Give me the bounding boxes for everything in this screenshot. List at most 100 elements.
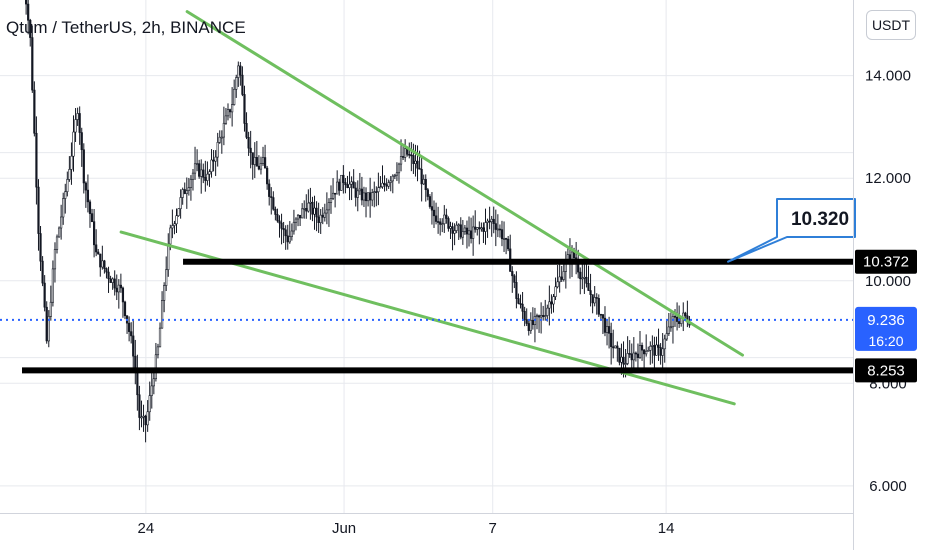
- candle-body: [263, 157, 267, 169]
- candle-body: [548, 301, 551, 309]
- candle: [523, 306, 526, 327]
- candle-body: [303, 208, 306, 210]
- candle: [593, 286, 596, 307]
- candle: [649, 341, 652, 365]
- candle-body: [397, 163, 401, 174]
- candle-body: [220, 136, 223, 139]
- candle: [476, 227, 479, 236]
- candle: [257, 155, 261, 171]
- level-price-label: 8.253: [867, 362, 905, 379]
- candle-body: [245, 123, 248, 138]
- candle: [294, 217, 298, 231]
- candle-body: [307, 202, 310, 212]
- candle: [113, 270, 116, 296]
- candle-body: [414, 160, 417, 164]
- candle-body: [665, 333, 668, 340]
- candle-body: [476, 227, 479, 230]
- candle-body: [208, 171, 211, 175]
- candle-body: [70, 155, 73, 170]
- candle-body: [187, 187, 190, 191]
- candle-body: [183, 189, 186, 194]
- candle: [272, 191, 275, 211]
- candle-body: [655, 344, 658, 356]
- candle-body: [216, 142, 219, 158]
- candle: [424, 174, 427, 202]
- candle-body: [669, 326, 672, 329]
- candle-body: [560, 276, 563, 280]
- candle: [669, 312, 672, 332]
- candle: [437, 206, 440, 234]
- currency-button[interactable]: USDT: [866, 10, 916, 40]
- candle: [204, 160, 207, 192]
- candle: [525, 308, 528, 327]
- candle-body: [624, 363, 627, 365]
- candle: [597, 294, 600, 317]
- candle-body: [64, 191, 67, 199]
- candle-body: [597, 298, 600, 315]
- candle-body: [585, 276, 588, 284]
- candle-body: [632, 352, 635, 361]
- candle-body: [31, 37, 34, 91]
- candle: [575, 241, 578, 275]
- candle: [130, 322, 133, 344]
- candle: [268, 179, 271, 206]
- candle-body: [513, 275, 516, 283]
- candle-body: [591, 294, 594, 304]
- candle: [132, 319, 135, 369]
- candle-body: [325, 209, 328, 214]
- candle: [439, 218, 442, 236]
- candle-body: [383, 182, 386, 186]
- candle-body: [51, 268, 54, 303]
- candle-body: [140, 416, 143, 419]
- candle-body: [204, 177, 207, 181]
- candle: [453, 223, 456, 246]
- candle: [461, 219, 464, 245]
- candle-body: [210, 159, 213, 172]
- candle: [243, 85, 246, 132]
- candle-body: [45, 306, 48, 342]
- candle: [49, 285, 52, 321]
- candle: [585, 263, 588, 288]
- candle: [531, 307, 534, 330]
- candle: [35, 116, 38, 205]
- candle: [95, 229, 98, 257]
- candle-body: [144, 415, 147, 426]
- candle-body: [587, 283, 590, 291]
- candle-body: [671, 315, 675, 328]
- candle: [134, 339, 137, 385]
- candle-body: [60, 216, 63, 229]
- candle: [288, 221, 291, 244]
- candle-body: [62, 198, 65, 218]
- candle: [218, 130, 221, 144]
- candle-body: [286, 235, 289, 243]
- candle-body: [395, 172, 399, 176]
- candle-body: [259, 163, 263, 170]
- candle-body: [72, 131, 75, 157]
- candle: [323, 203, 326, 222]
- candle: [62, 192, 65, 225]
- candle-body: [41, 260, 44, 284]
- candle-body: [33, 89, 36, 134]
- candle-body: [185, 190, 188, 194]
- candle-body: [459, 224, 462, 238]
- candle-body: [638, 345, 642, 358]
- candle-body: [233, 88, 236, 105]
- candle: [647, 346, 650, 352]
- candle-body: [556, 281, 559, 288]
- candle: [601, 314, 605, 335]
- candle-body: [214, 156, 217, 162]
- candle: [228, 108, 232, 119]
- candle-body: [562, 271, 565, 280]
- candle-body: [84, 182, 87, 191]
- candle-body: [132, 335, 135, 357]
- candle: [117, 279, 120, 309]
- candle: [152, 372, 155, 395]
- candle-body: [142, 415, 145, 418]
- candle-body: [251, 152, 254, 165]
- candle-body: [529, 319, 532, 331]
- candle: [354, 182, 357, 207]
- candle: [82, 143, 85, 194]
- candle: [336, 170, 339, 195]
- candle-body: [455, 224, 458, 231]
